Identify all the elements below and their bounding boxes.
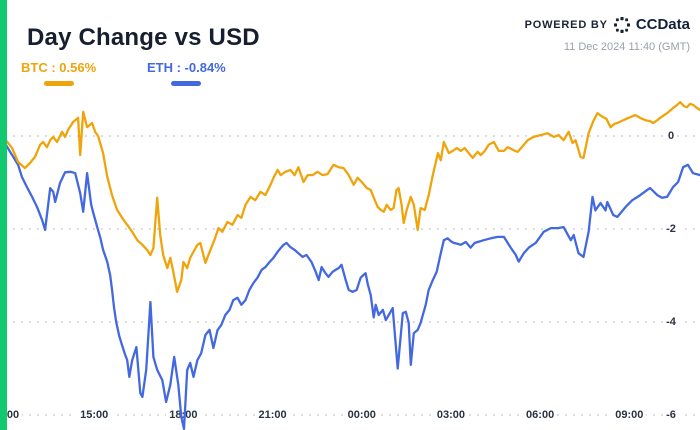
y-tick-label: 0 <box>664 129 678 143</box>
legend: BTC : 0.56% ETH : -0.84% <box>0 60 700 88</box>
legend-label-eth: ETH : -0.84% <box>147 60 226 75</box>
legend-label-btc: BTC : 0.56% <box>21 60 97 75</box>
x-tick-label: 06:00 <box>523 408 558 422</box>
legend-color-bar-btc <box>43 81 74 86</box>
brand-accent-bar <box>0 0 7 430</box>
x-tick-label: 00:00 <box>344 408 379 422</box>
y-tick-label: -4 <box>663 315 679 329</box>
powered-by-link[interactable]: POWERED BY CCData <box>525 16 690 33</box>
page-title: Day Change vs USD <box>27 24 260 52</box>
ccdata-logo-icon <box>613 16 630 33</box>
x-tick-label: 18:00 <box>166 408 201 422</box>
y-tick-label: -6 <box>663 408 679 422</box>
x-tick-label: 21:00 <box>255 408 290 422</box>
x-tick-label: 03:00 <box>433 408 469 422</box>
legend-item-btc[interactable]: BTC : 0.56% <box>21 60 96 86</box>
timestamp: 11 Dec 2024 11:40 (GMT) <box>563 41 690 53</box>
powered-by-label: POWERED BY <box>524 18 608 31</box>
y-tick-label: -2 <box>663 222 679 236</box>
series-line-eth[interactable] <box>4 143 700 430</box>
legend-item-eth[interactable]: ETH : -0.84% <box>147 60 226 86</box>
brand-name: CCData <box>635 16 690 33</box>
x-tick-label: 09:00 <box>612 408 647 422</box>
series-line-btc[interactable] <box>4 100 700 293</box>
x-tick-label: 15:00 <box>77 408 112 422</box>
legend-color-bar-eth <box>171 81 202 86</box>
